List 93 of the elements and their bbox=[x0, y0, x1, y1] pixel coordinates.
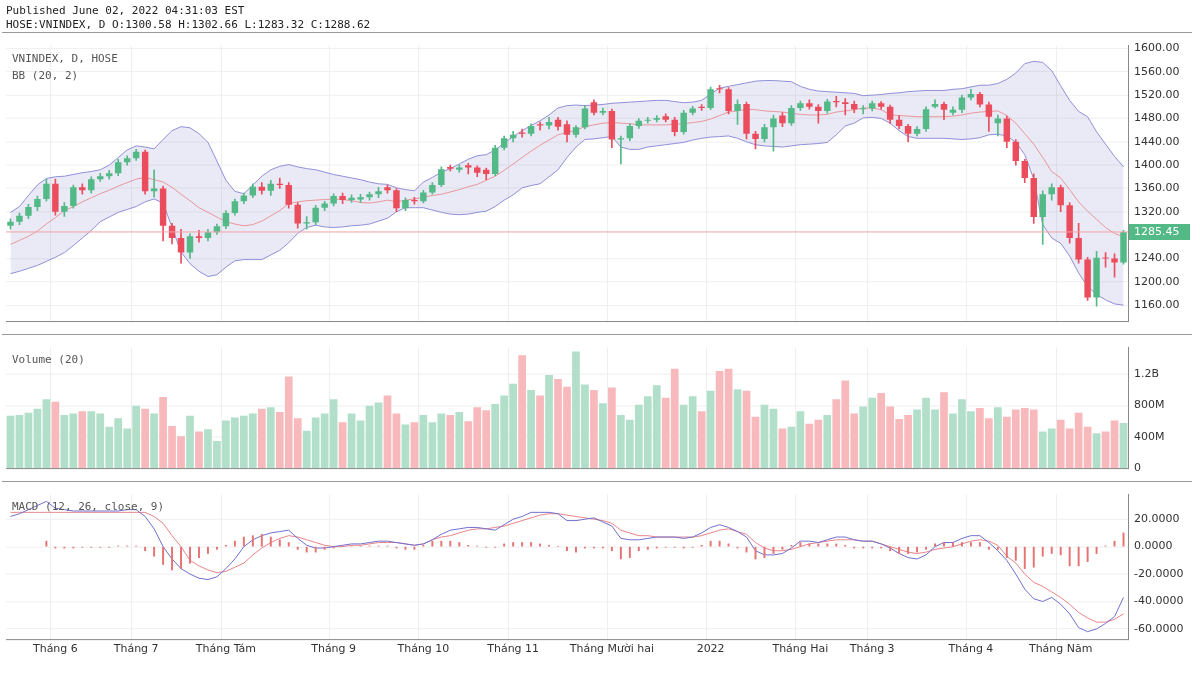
text: Published June 02, 2022 04:31:03 EST bbox=[5, 4, 246, 18]
x-tick-label: Tháng Hai bbox=[771, 642, 829, 656]
y-tick-label: 1200.00 bbox=[1134, 274, 1180, 288]
bar bbox=[374, 402, 383, 468]
bar bbox=[697, 411, 706, 468]
y-tick-label: 1160.00 bbox=[1134, 297, 1180, 311]
bar bbox=[527, 389, 535, 468]
bar bbox=[347, 413, 356, 468]
y-tick-label: 1360.00 bbox=[1134, 181, 1180, 195]
bar bbox=[1092, 433, 1101, 468]
x-tick-label: Tháng 9 bbox=[310, 642, 357, 656]
bar bbox=[383, 395, 392, 468]
y-tick-label: 1320.00 bbox=[1134, 204, 1180, 218]
x-tick-label: Tháng Tám bbox=[194, 642, 256, 656]
x-tick-label: 2022 bbox=[696, 642, 725, 656]
y-tick-label: 800M bbox=[1134, 398, 1165, 412]
bar bbox=[6, 415, 15, 468]
bar bbox=[266, 407, 275, 468]
x-tick-label: Tháng 7 bbox=[112, 642, 159, 656]
x-tick-label: Tháng 6 bbox=[31, 642, 78, 656]
ref-line-label: 1285.45 bbox=[1134, 224, 1180, 238]
x-tick-label: Tháng 11 bbox=[486, 642, 540, 656]
bar bbox=[751, 416, 760, 468]
y-tick-label: 1400.00 bbox=[1134, 157, 1180, 171]
bar bbox=[419, 415, 428, 468]
bar bbox=[24, 412, 33, 468]
bar bbox=[365, 405, 374, 468]
bar bbox=[787, 426, 796, 468]
x-tick-label: Tháng Mười hai bbox=[568, 642, 655, 656]
bar bbox=[536, 395, 544, 468]
bar bbox=[257, 408, 266, 468]
bar bbox=[1119, 422, 1128, 468]
y-tick-label: -40.0000 bbox=[1134, 594, 1184, 608]
bar bbox=[356, 420, 365, 468]
bar bbox=[401, 424, 410, 468]
bar bbox=[150, 413, 158, 468]
y-tick-label: 400M bbox=[1134, 429, 1165, 443]
y-tick-label: 0 bbox=[1134, 461, 1142, 475]
bar bbox=[186, 415, 194, 468]
y-tick-label: 1600.00 bbox=[1134, 41, 1180, 55]
y-tick-label: -20.0000 bbox=[1134, 566, 1184, 580]
y-tick-label: 1480.00 bbox=[1134, 111, 1180, 125]
bar bbox=[141, 408, 149, 468]
candlestick bbox=[447, 164, 454, 172]
bar bbox=[78, 411, 87, 468]
bar bbox=[410, 422, 419, 468]
y-tick-label: 1.2B bbox=[1134, 367, 1160, 381]
y-tick-label: -60.0000 bbox=[1134, 621, 1184, 635]
bar bbox=[590, 389, 598, 468]
bar bbox=[42, 399, 51, 468]
bar bbox=[1110, 420, 1119, 468]
bar bbox=[1101, 431, 1110, 468]
x-tick-label: Tháng Năm bbox=[1027, 642, 1093, 656]
text: HOSE:VNINDEX, D O:1300.58 H:1302.66 L:1283.32 C:1288.62 bbox=[5, 18, 372, 32]
bar bbox=[769, 408, 778, 468]
text: VNINDEX, D, HOSE bbox=[12, 51, 118, 65]
bar bbox=[15, 415, 24, 468]
y-tick-label: 1440.00 bbox=[1134, 134, 1180, 148]
x-tick-label: Tháng 4 bbox=[947, 642, 994, 656]
y-tick-label: 1240.00 bbox=[1134, 251, 1180, 265]
bar bbox=[33, 408, 42, 468]
bar bbox=[724, 368, 733, 468]
y-tick-label: 0.0000 bbox=[1134, 539, 1173, 553]
bar bbox=[993, 407, 1002, 468]
y-tick-label: 1520.00 bbox=[1134, 88, 1180, 101]
bar bbox=[455, 411, 464, 468]
bar bbox=[518, 355, 526, 468]
bar bbox=[195, 431, 203, 468]
text: Volume (20) bbox=[12, 353, 85, 367]
bar bbox=[392, 413, 401, 468]
bar bbox=[446, 415, 455, 468]
bar bbox=[545, 375, 553, 468]
x-tick-label: Tháng 10 bbox=[396, 642, 450, 656]
bar bbox=[338, 422, 347, 468]
bar bbox=[706, 390, 715, 468]
bar bbox=[733, 389, 742, 468]
bar bbox=[823, 415, 832, 468]
bar bbox=[51, 401, 60, 468]
x-tick-label: Tháng 3 bbox=[848, 642, 895, 656]
text: BB (20, 2) bbox=[12, 69, 79, 83]
bar bbox=[940, 392, 948, 468]
candlestick bbox=[518, 128, 526, 138]
y-tick-label: 20.0000 bbox=[1134, 512, 1180, 526]
bar bbox=[1083, 426, 1092, 468]
candlestick bbox=[456, 164, 463, 173]
bar bbox=[715, 371, 724, 468]
y-tick-label: 1560.00 bbox=[1134, 64, 1180, 78]
bar bbox=[760, 404, 769, 468]
bar bbox=[608, 387, 616, 468]
bar bbox=[599, 403, 607, 468]
bar bbox=[796, 411, 805, 468]
bar bbox=[778, 428, 787, 468]
bar bbox=[742, 390, 751, 468]
